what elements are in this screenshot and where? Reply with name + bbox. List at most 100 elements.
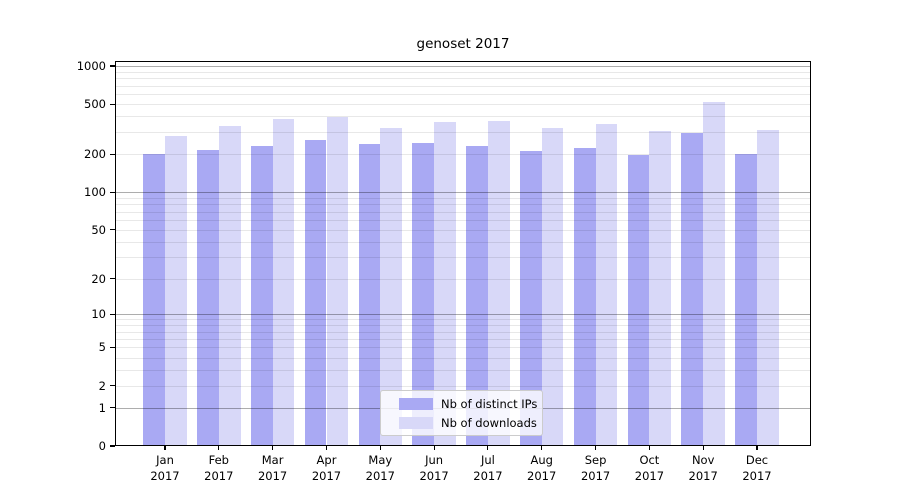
y-tick-label-20: 20 bbox=[91, 271, 106, 286]
x-tick-year: 2017 bbox=[204, 469, 234, 483]
y-tick-label-200: 200 bbox=[84, 147, 106, 162]
bar-distinct-ips-apr bbox=[304, 140, 327, 446]
gridline-30 bbox=[115, 257, 811, 259]
x-tick-year: 2017 bbox=[527, 469, 557, 483]
x-tick-month: Mar bbox=[261, 453, 284, 467]
gridline-400 bbox=[115, 116, 811, 118]
bar-distinct-ips-jun bbox=[412, 142, 435, 446]
x-tick-label-feb: Feb 2017 bbox=[189, 452, 249, 484]
gridline-5 bbox=[115, 347, 811, 349]
bar-downloads-may bbox=[380, 127, 403, 446]
y-tick-label-2: 2 bbox=[98, 378, 106, 393]
gridline-2 bbox=[115, 385, 811, 387]
bar-downloads-jan bbox=[165, 136, 187, 446]
gridline-6 bbox=[115, 339, 811, 340]
gridline-70 bbox=[115, 211, 811, 213]
gridline-7 bbox=[115, 331, 811, 333]
y-tick-label-10: 10 bbox=[91, 307, 106, 322]
plot-area bbox=[115, 61, 811, 446]
x-tick-year: 2017 bbox=[311, 469, 342, 483]
x-tick-jan bbox=[164, 446, 166, 450]
y-tick-label-1: 1 bbox=[98, 400, 106, 415]
y-tick-50 bbox=[110, 229, 115, 231]
y-tick-2 bbox=[110, 385, 115, 387]
y-tick-20 bbox=[110, 277, 115, 280]
chart-title: genoset 2017 bbox=[416, 36, 510, 52]
x-tick-year: 2017 bbox=[742, 469, 772, 483]
bar-distinct-ips-oct bbox=[627, 155, 650, 446]
gridline-3 bbox=[115, 369, 811, 371]
gridline-8 bbox=[115, 325, 811, 327]
y-tick-1 bbox=[110, 407, 115, 409]
legend-item-downloads: Nb of downloads bbox=[399, 416, 542, 430]
gridline-200 bbox=[115, 154, 811, 156]
bar-downloads-feb bbox=[218, 126, 241, 446]
gridline-90 bbox=[115, 197, 811, 199]
x-tick-label-jun: Jun 2017 bbox=[404, 452, 464, 484]
x-tick-jul bbox=[487, 446, 489, 450]
gridline-1000 bbox=[115, 66, 811, 67]
y-tick-label-0: 0 bbox=[98, 439, 106, 453]
x-tick-year: 2017 bbox=[419, 469, 449, 483]
x-tick-oct bbox=[648, 446, 650, 450]
gridline-500 bbox=[115, 104, 811, 106]
x-tick-label-aug: Aug 2017 bbox=[512, 452, 572, 484]
x-tick-month: Feb bbox=[208, 453, 229, 467]
x-tick-nov bbox=[702, 446, 704, 450]
x-tick-year: 2017 bbox=[688, 469, 718, 483]
gridline-10 bbox=[115, 314, 811, 316]
x-tick-jun bbox=[433, 446, 435, 450]
bar-downloads-mar bbox=[272, 118, 295, 446]
y-tick-200 bbox=[110, 153, 115, 155]
x-tick-year: 2017 bbox=[634, 469, 665, 483]
bar-distinct-ips-dec bbox=[735, 153, 757, 446]
bar-distinct-ips-may bbox=[358, 144, 381, 446]
x-tick-feb bbox=[218, 446, 220, 450]
y-tick-5 bbox=[110, 346, 115, 348]
legend-label-distinct-ips: Nb of distinct IPs bbox=[441, 396, 538, 411]
x-tick-sep bbox=[595, 446, 597, 450]
x-tick-label-mar: Mar 2017 bbox=[243, 452, 303, 484]
y-tick-500 bbox=[110, 103, 115, 105]
x-tick-month: Jun bbox=[425, 453, 444, 467]
x-tick-year: 2017 bbox=[580, 469, 611, 483]
x-tick-label-jul: Jul 2017 bbox=[458, 452, 518, 484]
x-tick-mar bbox=[272, 446, 274, 450]
gridline-9 bbox=[115, 319, 811, 321]
x-tick-label-sep: Sep 2017 bbox=[566, 452, 626, 484]
bar-downloads-oct bbox=[649, 130, 672, 446]
gridline-300 bbox=[115, 132, 811, 134]
gridline-20 bbox=[115, 278, 811, 280]
gridline-60 bbox=[115, 219, 811, 221]
gridline-50 bbox=[115, 229, 811, 231]
y-tick-label-50: 50 bbox=[91, 222, 106, 237]
gridline-100 bbox=[115, 192, 811, 194]
x-tick-month: May bbox=[368, 453, 393, 467]
bar-downloads-aug bbox=[541, 127, 564, 446]
x-tick-label-oct: Oct 2017 bbox=[619, 452, 679, 484]
x-tick-month: Jul bbox=[480, 453, 495, 467]
gridline-700 bbox=[115, 85, 811, 87]
bar-distinct-ips-jan bbox=[143, 153, 165, 446]
y-tick-label-1000: 1000 bbox=[76, 59, 106, 73]
x-tick-month: Nov bbox=[691, 453, 715, 467]
x-tick-label-jan: Jan 2017 bbox=[135, 452, 195, 484]
x-tick-label-apr: Apr 2017 bbox=[297, 452, 357, 484]
gridline-600 bbox=[115, 94, 811, 96]
bar-downloads-dec bbox=[757, 129, 779, 446]
x-tick-month: Aug bbox=[530, 453, 553, 467]
y-tick-label-500: 500 bbox=[84, 97, 106, 112]
bar-downloads-sep bbox=[595, 124, 618, 446]
y-tick-label-100: 100 bbox=[84, 185, 106, 200]
gridline-4 bbox=[115, 357, 811, 359]
gridline-40 bbox=[115, 241, 811, 243]
y-tick-0 bbox=[110, 445, 115, 447]
legend: Nb of distinct IPs Nb of downloads bbox=[380, 390, 543, 436]
x-tick-month: Jan bbox=[156, 453, 174, 467]
x-tick-dec bbox=[756, 446, 758, 450]
x-tick-year: 2017 bbox=[365, 469, 395, 483]
bar-distinct-ips-jul bbox=[466, 145, 488, 446]
x-tick-label-may: May 2017 bbox=[350, 452, 410, 484]
bar-downloads-apr bbox=[326, 117, 349, 446]
